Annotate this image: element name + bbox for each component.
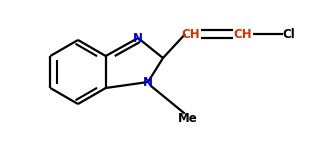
Text: Cl: Cl (282, 28, 295, 40)
Text: Me: Me (178, 112, 198, 125)
Text: N: N (133, 31, 143, 45)
Text: CH: CH (234, 28, 252, 40)
Text: N: N (143, 76, 153, 88)
Text: CH: CH (182, 28, 200, 40)
